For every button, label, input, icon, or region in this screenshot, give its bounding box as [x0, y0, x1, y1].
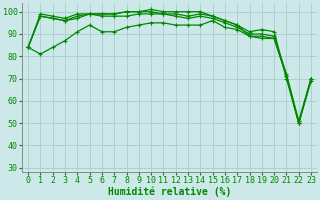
X-axis label: Humidité relative (%): Humidité relative (%)	[108, 187, 231, 197]
